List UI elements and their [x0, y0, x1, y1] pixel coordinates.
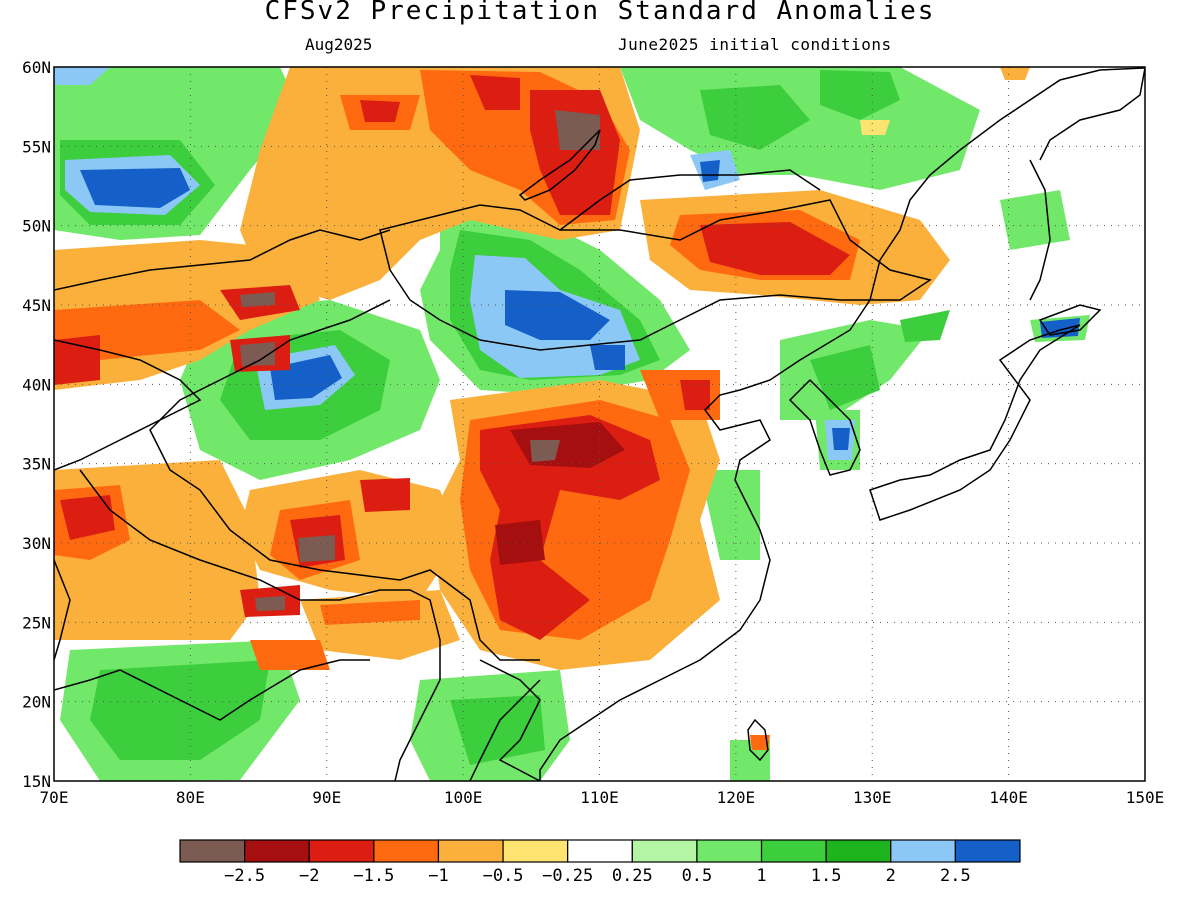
- colorbar: [179, 839, 1021, 863]
- coastline-okhotsk: [1039, 67, 1145, 161]
- coastline-sakhalin: [1029, 159, 1051, 301]
- colorbar-label: −0.25: [542, 866, 593, 886]
- lon-label: 140E: [989, 788, 1028, 807]
- colorbar-swatch: [890, 839, 956, 863]
- border-mongolia: [379, 199, 932, 351]
- colorbar-label: −2.5: [224, 866, 265, 886]
- lat-label: 55N: [22, 137, 51, 156]
- colorbar-swatch: [696, 839, 763, 863]
- border-southeast-asia: [479, 659, 541, 781]
- lat-label: 50N: [22, 217, 51, 236]
- colorbar-label: −1: [428, 866, 448, 886]
- lon-label: 90E: [312, 788, 341, 807]
- lake-baikal: [518, 129, 601, 201]
- coastline-bay-of-bengal: [394, 679, 441, 781]
- map-gridlines: [54, 67, 1145, 781]
- colorbar-label: 1: [756, 866, 766, 886]
- colorbar-swatch: [437, 839, 504, 863]
- lon-label: 120E: [717, 788, 756, 807]
- colorbar-swatch: [760, 839, 827, 863]
- colorbar-label: −1.5: [353, 866, 394, 886]
- lat-label: 35N: [22, 455, 51, 474]
- lon-label: 80E: [176, 788, 205, 807]
- lat-label: 30N: [22, 534, 51, 553]
- colorbar-label: 2: [886, 866, 896, 886]
- lat-label: 25N: [22, 613, 51, 632]
- map-frame: [53, 66, 1146, 782]
- anomaly-field: [54, 67, 1145, 781]
- colorbar-swatch: [567, 839, 633, 863]
- colorbar-label: 2.5: [940, 866, 971, 886]
- lat-label: 40N: [22, 375, 51, 394]
- coastline-china: [539, 67, 1145, 781]
- coastline-taiwan: [747, 718, 769, 762]
- dry-anomaly-regions: [54, 67, 1030, 750]
- lon-label: 100E: [444, 788, 483, 807]
- colorbar-swatch: [631, 839, 698, 863]
- colorbar-swatch: [179, 839, 246, 863]
- colorbar-label: −2: [299, 866, 319, 886]
- lat-label: 20N: [22, 693, 51, 712]
- coastline-india: [54, 659, 370, 721]
- map-title: CFSv2 Precipitation Standard Anomalies: [264, 0, 936, 26]
- coastline-japan: [869, 324, 1081, 521]
- colorbar-swatch: [825, 839, 892, 863]
- coastline-korea: [788, 378, 861, 476]
- coastline-hokkaido: [1038, 304, 1102, 336]
- colorbar-swatch: [502, 839, 569, 863]
- colorbar-swatch: [244, 839, 310, 863]
- border-india-north: [79, 469, 441, 680]
- coastline-indochina: [469, 679, 541, 781]
- lat-label: 15N: [22, 772, 51, 791]
- border-india-west: [54, 559, 71, 661]
- longitude-labels: 70E 80E 90E 100E 110E 120E 130E 140E 150E: [40, 788, 1165, 807]
- border-kazakhstan: [54, 229, 391, 291]
- colorbar-labels: −2.5 −2 −1.5 −1 −0.5 −0.25 0.25 0.5 1 1.5 2 2.5: [224, 866, 971, 886]
- wet-anomaly-regions: [54, 67, 1090, 781]
- coastlines-and-borders: [54, 67, 1145, 781]
- colorbar-swatch: [373, 839, 440, 863]
- border-central-asia: [54, 339, 202, 471]
- lat-label: 60N: [22, 58, 51, 77]
- lon-label: 150E: [1126, 788, 1165, 807]
- lon-label: 130E: [853, 788, 892, 807]
- colorbar-label: 0.5: [682, 866, 713, 886]
- lon-label: 110E: [580, 788, 619, 807]
- colorbar-label: −0.5: [483, 866, 524, 886]
- lat-label: 45N: [22, 296, 51, 315]
- colorbar-label: 0.25: [612, 866, 653, 886]
- colorbar-label: 1.5: [811, 866, 842, 886]
- valid-month-label: Aug2025: [305, 35, 373, 54]
- initial-conditions-label: June2025 initial conditions: [618, 35, 892, 54]
- colorbar-swatch: [308, 839, 375, 863]
- lon-label: 70E: [40, 788, 69, 807]
- border-china-west: [149, 299, 540, 661]
- border-russia-china: [559, 169, 821, 231]
- colorbar-swatch: [954, 839, 1021, 863]
- latitude-labels: 60N 55N 50N 45N 40N 35N 30N 25N 20N 15N: [22, 58, 51, 791]
